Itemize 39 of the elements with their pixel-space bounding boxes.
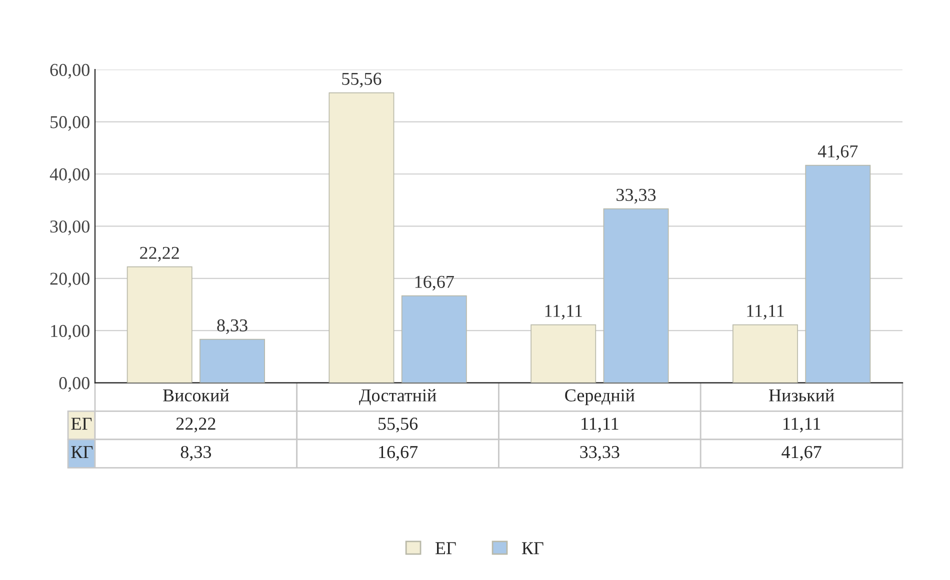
text: 8,33 <box>217 319 248 334</box>
data-label: 11,11 <box>582 418 618 432</box>
bar <box>401 295 467 383</box>
text: ЕГ <box>71 418 92 430</box>
text: 11,11 <box>747 304 784 320</box>
x-tick-label: Достатній <box>359 388 436 406</box>
text: 22,22 <box>140 246 179 262</box>
y-tick-label: 30,00 <box>50 220 90 236</box>
data-label: 22,22 <box>176 418 216 432</box>
x-tick-label: Середній <box>565 388 635 406</box>
y-tick-label: 20,00 <box>50 272 90 288</box>
bar <box>200 338 265 383</box>
bar <box>328 92 394 383</box>
data-label: 11,11 <box>784 418 820 432</box>
bar <box>126 266 192 383</box>
legend-label: КГ <box>522 542 544 554</box>
text: 11,11 <box>545 304 582 320</box>
text: 55,56 <box>342 72 382 88</box>
bar <box>732 324 798 383</box>
text: КГ <box>71 446 93 458</box>
y-tick-label: 0,00 <box>59 377 90 392</box>
x-tick-label: Високий <box>163 388 229 402</box>
data-label: 41,67 <box>782 446 822 461</box>
bar <box>530 324 596 383</box>
data-label: 55,56 <box>378 418 418 432</box>
y-tick-label: 10,00 <box>51 324 90 340</box>
data-label: 16,67 <box>379 446 418 461</box>
bar <box>805 164 871 383</box>
y-tick-label: 50,00 <box>50 116 90 131</box>
y-tick-label: 60,00 <box>50 64 90 79</box>
legend-label: ЕГ <box>435 542 456 554</box>
text: 16,67 <box>415 276 454 291</box>
data-label: 33,33 <box>580 446 620 461</box>
text: 41,67 <box>818 145 858 160</box>
bar <box>603 208 669 383</box>
y-tick-label: 40,00 <box>50 168 90 184</box>
data-label: 8,33 <box>180 446 212 461</box>
text: 33,33 <box>616 188 656 204</box>
x-tick-label: Низький <box>769 388 834 402</box>
